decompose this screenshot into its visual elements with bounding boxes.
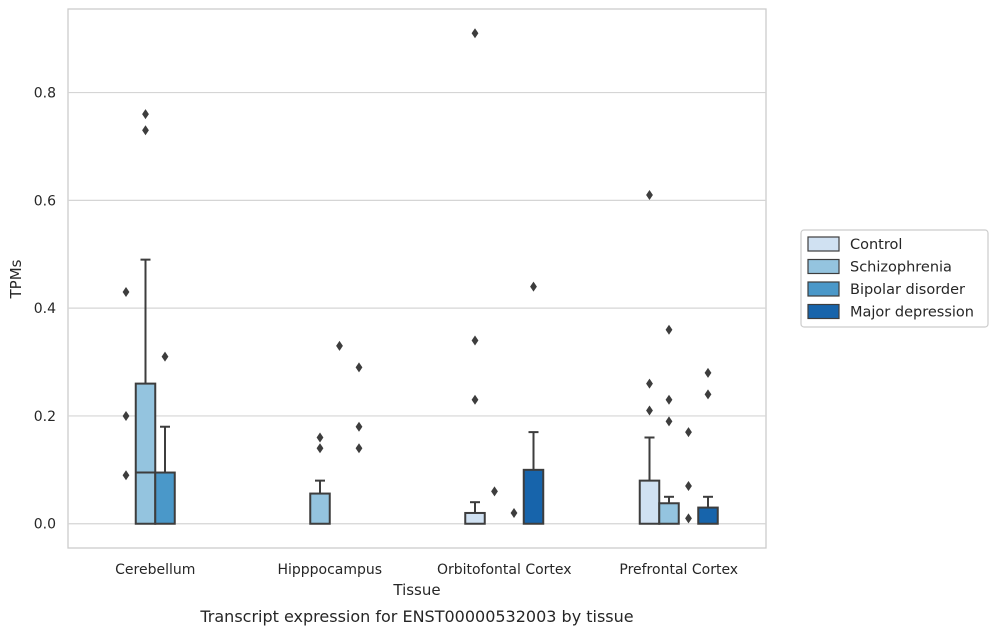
y-tick-label: 0.6 — [34, 193, 56, 209]
y-tick-label: 0.4 — [34, 301, 56, 317]
box-rect — [522, 468, 545, 525]
x-tick-label: Prefrontal Cortex — [619, 562, 738, 578]
chart-caption: Transcript expression for ENST0000053200… — [199, 607, 633, 626]
plot-frame — [67, 8, 767, 549]
box-rect — [154, 471, 176, 525]
y-tick-label: 0.2 — [34, 409, 56, 425]
box-rect — [697, 506, 719, 525]
outlier-point — [530, 281, 537, 292]
outlier-point — [704, 367, 712, 378]
outlier-point — [471, 335, 479, 346]
outlier-point — [646, 189, 653, 200]
outlier-point — [685, 481, 692, 492]
outlier-point — [685, 513, 692, 524]
box-series-group — [134, 258, 719, 525]
box-rect — [309, 492, 331, 525]
box-1-1 — [309, 479, 331, 525]
box-rect — [658, 502, 680, 525]
outlier-point — [685, 427, 692, 438]
outlier-point — [316, 432, 324, 443]
outlier-point — [510, 507, 518, 518]
outlier-point — [646, 378, 653, 389]
y-tick-label: 0.0 — [34, 517, 56, 533]
x-axis-label: Tissue — [392, 581, 440, 599]
y-tick-label: 0.8 — [34, 86, 56, 102]
legend-label: Schizophrenia — [850, 260, 952, 276]
outlier-point — [471, 394, 479, 405]
outlier-point — [355, 362, 363, 373]
y-axis-label: TPMs — [7, 259, 25, 299]
legend-swatch — [807, 236, 840, 252]
box-rect — [134, 382, 157, 525]
outlier-point — [142, 125, 149, 136]
x-tick-label: Cerebellum — [115, 562, 195, 578]
legend: Control Schizophrenia Bipolar disorder Majo… — [800, 229, 989, 328]
legend-label: Control — [850, 237, 902, 253]
box-rect — [464, 511, 486, 525]
outlier-point — [704, 389, 712, 400]
outlier-point — [471, 28, 479, 39]
box-rect — [638, 479, 661, 525]
y-axis-ticks: 0.0 0.2 0.4 0.6 0.8 — [34, 86, 56, 533]
box-0-2 — [464, 501, 486, 525]
box-1-3 — [658, 495, 680, 525]
outlier-point — [355, 421, 363, 432]
outlier-point — [316, 443, 324, 454]
outlier-point — [122, 470, 130, 481]
box-2-0 — [154, 425, 176, 525]
outlier-point — [122, 286, 130, 297]
legend-swatch — [807, 281, 840, 297]
x-axis-ticks: Cerebellum Hipppocampus Orbitofontal Corte… — [115, 562, 738, 578]
outlier-point — [665, 324, 673, 335]
outlier-point — [646, 405, 653, 416]
outlier-point — [161, 351, 169, 362]
outlier-point — [142, 109, 149, 120]
box-3-2 — [522, 431, 545, 525]
legend-label: Bipolar disorder — [850, 282, 965, 298]
box-0-3 — [638, 436, 661, 525]
outlier-point — [665, 416, 673, 427]
outlier-point — [491, 486, 498, 497]
legend-frame — [800, 229, 989, 328]
plot-area — [67, 8, 767, 549]
legend-label: Major depression — [850, 305, 974, 321]
legend-swatch — [807, 258, 840, 275]
box-3-3 — [697, 495, 719, 525]
legend-swatch — [807, 303, 840, 320]
outlier-point — [355, 443, 363, 454]
outlier-point — [122, 410, 130, 421]
outlier-markers — [122, 28, 712, 524]
outlier-point — [336, 340, 343, 351]
x-tick-label: Orbitofontal Cortex — [437, 562, 572, 578]
x-tick-label: Hipppocampus — [277, 562, 382, 578]
box-1-0 — [134, 258, 157, 525]
outlier-point — [665, 394, 673, 405]
